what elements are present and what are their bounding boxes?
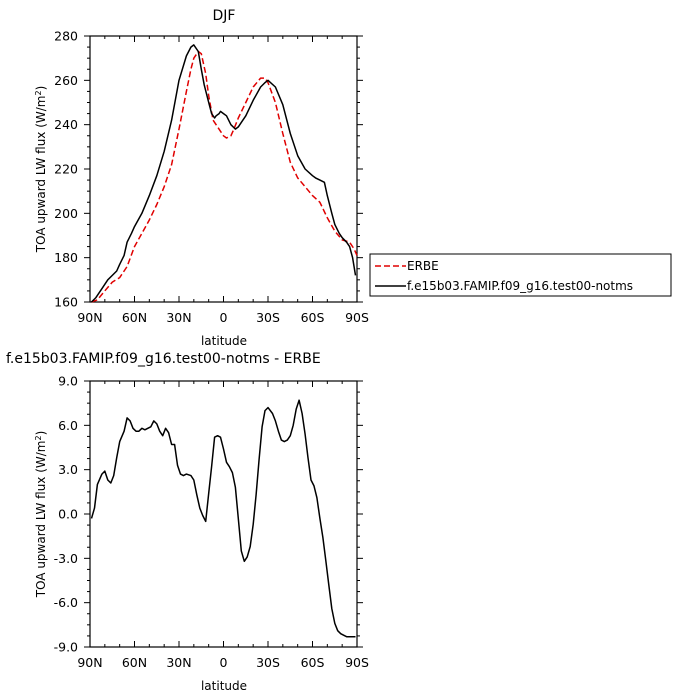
top-y-tick-label: 280 (54, 29, 78, 44)
bottom-chart-title: f.e15b03.FAMIP.f09_g16.test00-notms - ER… (6, 351, 321, 367)
bottom-x-tick-label: 60S (301, 655, 325, 670)
top-y-tick-label: 160 (54, 295, 78, 310)
top-plot-frame (89, 35, 358, 303)
top-x-axis-label: latitude (201, 334, 247, 348)
top-x-tick-labels: 90N 60N 30N 0 30S 60S 90S (77, 310, 369, 325)
top-series-line-1 (90, 44, 357, 303)
bottom-x-tick-label: 0 (220, 655, 228, 670)
bottom-y-axis-label: TOA upward LW flux (W/m2) (34, 431, 49, 599)
top-chart-title: DJF (213, 8, 236, 24)
bottom-chart: f.e15b03.FAMIP.f09_g16.test00-notms - ER… (6, 351, 369, 693)
bottom-x-tick-labels: 90N 60N 30N 0 30S 60S 90S (77, 655, 369, 670)
bottom-x-axis-label: latitude (201, 679, 247, 693)
bottom-y-tick-label: 9.0 (58, 374, 78, 389)
bottom-y-tick-label: 3.0 (58, 462, 78, 477)
bottom-y-tick-label: -3.0 (54, 551, 78, 566)
legend-erbe-label: ERBE (407, 259, 439, 273)
top-ticks (84, 35, 363, 303)
bottom-x-tick-label: 90N (77, 655, 102, 670)
bottom-y-tick-label: 6.0 (58, 418, 78, 433)
top-y-tick-labels: 160 180 200 220 240 260 280 (54, 29, 78, 310)
top-x-tick-label: 90N (77, 310, 102, 325)
top-series (90, 44, 358, 303)
top-y-tick-label: 260 (54, 73, 78, 88)
top-series-line-0 (91, 50, 358, 303)
top-y-tick-label: 220 (54, 162, 78, 177)
top-x-tick-label: 60N (122, 310, 147, 325)
bottom-series-line-0 (90, 399, 356, 638)
bottom-y-tick-label: 0.0 (58, 507, 78, 522)
bottom-y-tick-label: -6.0 (54, 595, 78, 610)
bottom-x-tick-label: 30S (256, 655, 280, 670)
bottom-series (90, 399, 356, 638)
top-x-tick-label: 90S (345, 310, 369, 325)
top-chart: DJF 90N 60N 30N 0 30S 60S 90S 160 180 200 220 240 2… (34, 8, 369, 348)
top-x-tick-label: 30N (166, 310, 191, 325)
bottom-ticks (84, 380, 363, 648)
top-y-tick-label: 180 (54, 250, 78, 265)
top-y-axis-label: TOA upward LW flux (W/m2) (34, 86, 49, 254)
bottom-x-tick-label: 90S (345, 655, 369, 670)
bottom-y-tick-labels: -9.0 -6.0 -3.0 0.0 3.0 6.0 9.0 (54, 374, 78, 655)
bottom-x-tick-label: 30N (166, 655, 191, 670)
top-y-tick-label: 240 (54, 117, 78, 132)
bottom-x-tick-label: 60N (122, 655, 147, 670)
top-x-tick-label: 60S (301, 310, 325, 325)
top-y-tick-label: 200 (54, 206, 78, 221)
legend-model-label: f.e15b03.FAMIP.f09_g16.test00-notms (407, 279, 633, 293)
bottom-y-tick-label: -9.0 (54, 640, 78, 655)
legend-box (369, 253, 672, 297)
top-x-tick-label: 30S (256, 310, 280, 325)
legend: ERBE f.e15b03.FAMIP.f09_g16.test00-notms (369, 253, 672, 297)
top-x-tick-label: 0 (220, 310, 228, 325)
